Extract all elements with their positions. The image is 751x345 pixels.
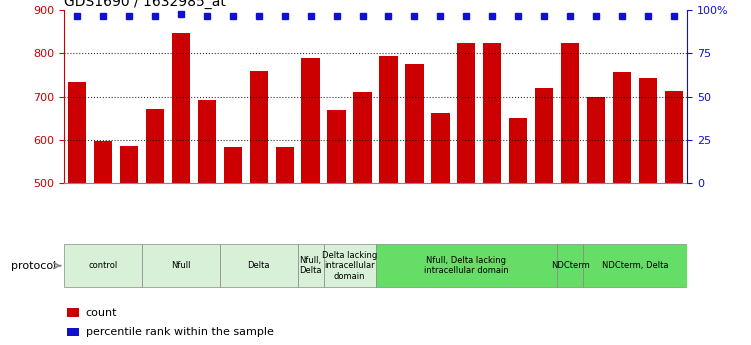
Bar [301, 58, 320, 183]
Bar [557, 244, 584, 287]
Bar [119, 146, 138, 183]
Bar [64, 244, 142, 287]
Text: GSM53406: GSM53406 [280, 243, 289, 285]
Bar [376, 244, 557, 287]
Bar [379, 57, 397, 183]
Text: control: control [88, 261, 117, 270]
Text: GSM53392: GSM53392 [384, 243, 393, 285]
Text: protocol: protocol [11, 261, 56, 270]
Text: percentile rank within the sample: percentile rank within the sample [86, 327, 273, 337]
Text: GSM53404: GSM53404 [566, 243, 575, 285]
Text: GSM53401: GSM53401 [254, 243, 263, 285]
Text: GSM53409: GSM53409 [462, 243, 471, 285]
Text: GSM53405: GSM53405 [436, 243, 445, 285]
Bar [67, 308, 80, 317]
Text: GSM53402: GSM53402 [306, 243, 315, 285]
Text: Delta: Delta [247, 261, 270, 270]
Text: GDS1690 / 1632985_at: GDS1690 / 1632985_at [64, 0, 226, 9]
Bar [297, 244, 324, 287]
Text: GSM53393: GSM53393 [72, 243, 81, 285]
Text: GSM53398: GSM53398 [358, 243, 367, 285]
Text: Nfull, Delta lacking
intracellular domain: Nfull, Delta lacking intracellular domai… [424, 256, 508, 275]
Bar [94, 141, 112, 183]
Bar [561, 43, 579, 183]
Text: GSM53411: GSM53411 [514, 243, 523, 285]
Bar [587, 97, 605, 183]
Bar [484, 43, 502, 183]
Text: GSM53399: GSM53399 [176, 243, 185, 285]
Bar [431, 112, 450, 183]
Text: GSM53394: GSM53394 [644, 243, 653, 285]
Text: GSM53408: GSM53408 [202, 243, 211, 285]
Bar [665, 90, 683, 183]
Text: NDCterm: NDCterm [551, 261, 590, 270]
Bar [68, 81, 86, 183]
Text: GSM53389: GSM53389 [592, 243, 601, 285]
Text: GSM53388: GSM53388 [332, 243, 341, 285]
Text: NDCterm, Delta: NDCterm, Delta [602, 261, 668, 270]
Bar [224, 147, 242, 183]
Bar [249, 71, 267, 183]
Bar [509, 118, 527, 183]
Bar [198, 100, 216, 183]
Text: Delta lacking
intracellular
domain: Delta lacking intracellular domain [322, 251, 377, 280]
Text: Nfull: Nfull [171, 261, 191, 270]
Bar [142, 244, 220, 287]
Text: GSM53400: GSM53400 [410, 243, 419, 285]
Bar [354, 92, 372, 183]
Bar [146, 109, 164, 183]
Text: GSM53410: GSM53410 [488, 243, 497, 285]
Bar [327, 110, 345, 183]
Text: GSM53397: GSM53397 [150, 243, 159, 285]
Bar [584, 244, 687, 287]
Bar [67, 328, 80, 336]
Text: GSM53407: GSM53407 [670, 243, 679, 285]
Text: Nfull,
Delta: Nfull, Delta [300, 256, 322, 275]
Text: count: count [86, 308, 117, 318]
Bar [324, 244, 376, 287]
Text: GSM53390: GSM53390 [228, 243, 237, 285]
Text: GSM53396: GSM53396 [98, 243, 107, 285]
Bar [406, 64, 424, 183]
Text: GSM53403: GSM53403 [124, 243, 133, 285]
Bar [639, 79, 657, 183]
Bar [457, 43, 475, 183]
Bar [172, 33, 190, 183]
Text: GSM53395: GSM53395 [540, 243, 549, 285]
Bar [613, 72, 632, 183]
Bar [276, 147, 294, 183]
Bar [220, 244, 297, 287]
Bar [535, 88, 553, 183]
Text: GSM53391: GSM53391 [618, 243, 627, 285]
